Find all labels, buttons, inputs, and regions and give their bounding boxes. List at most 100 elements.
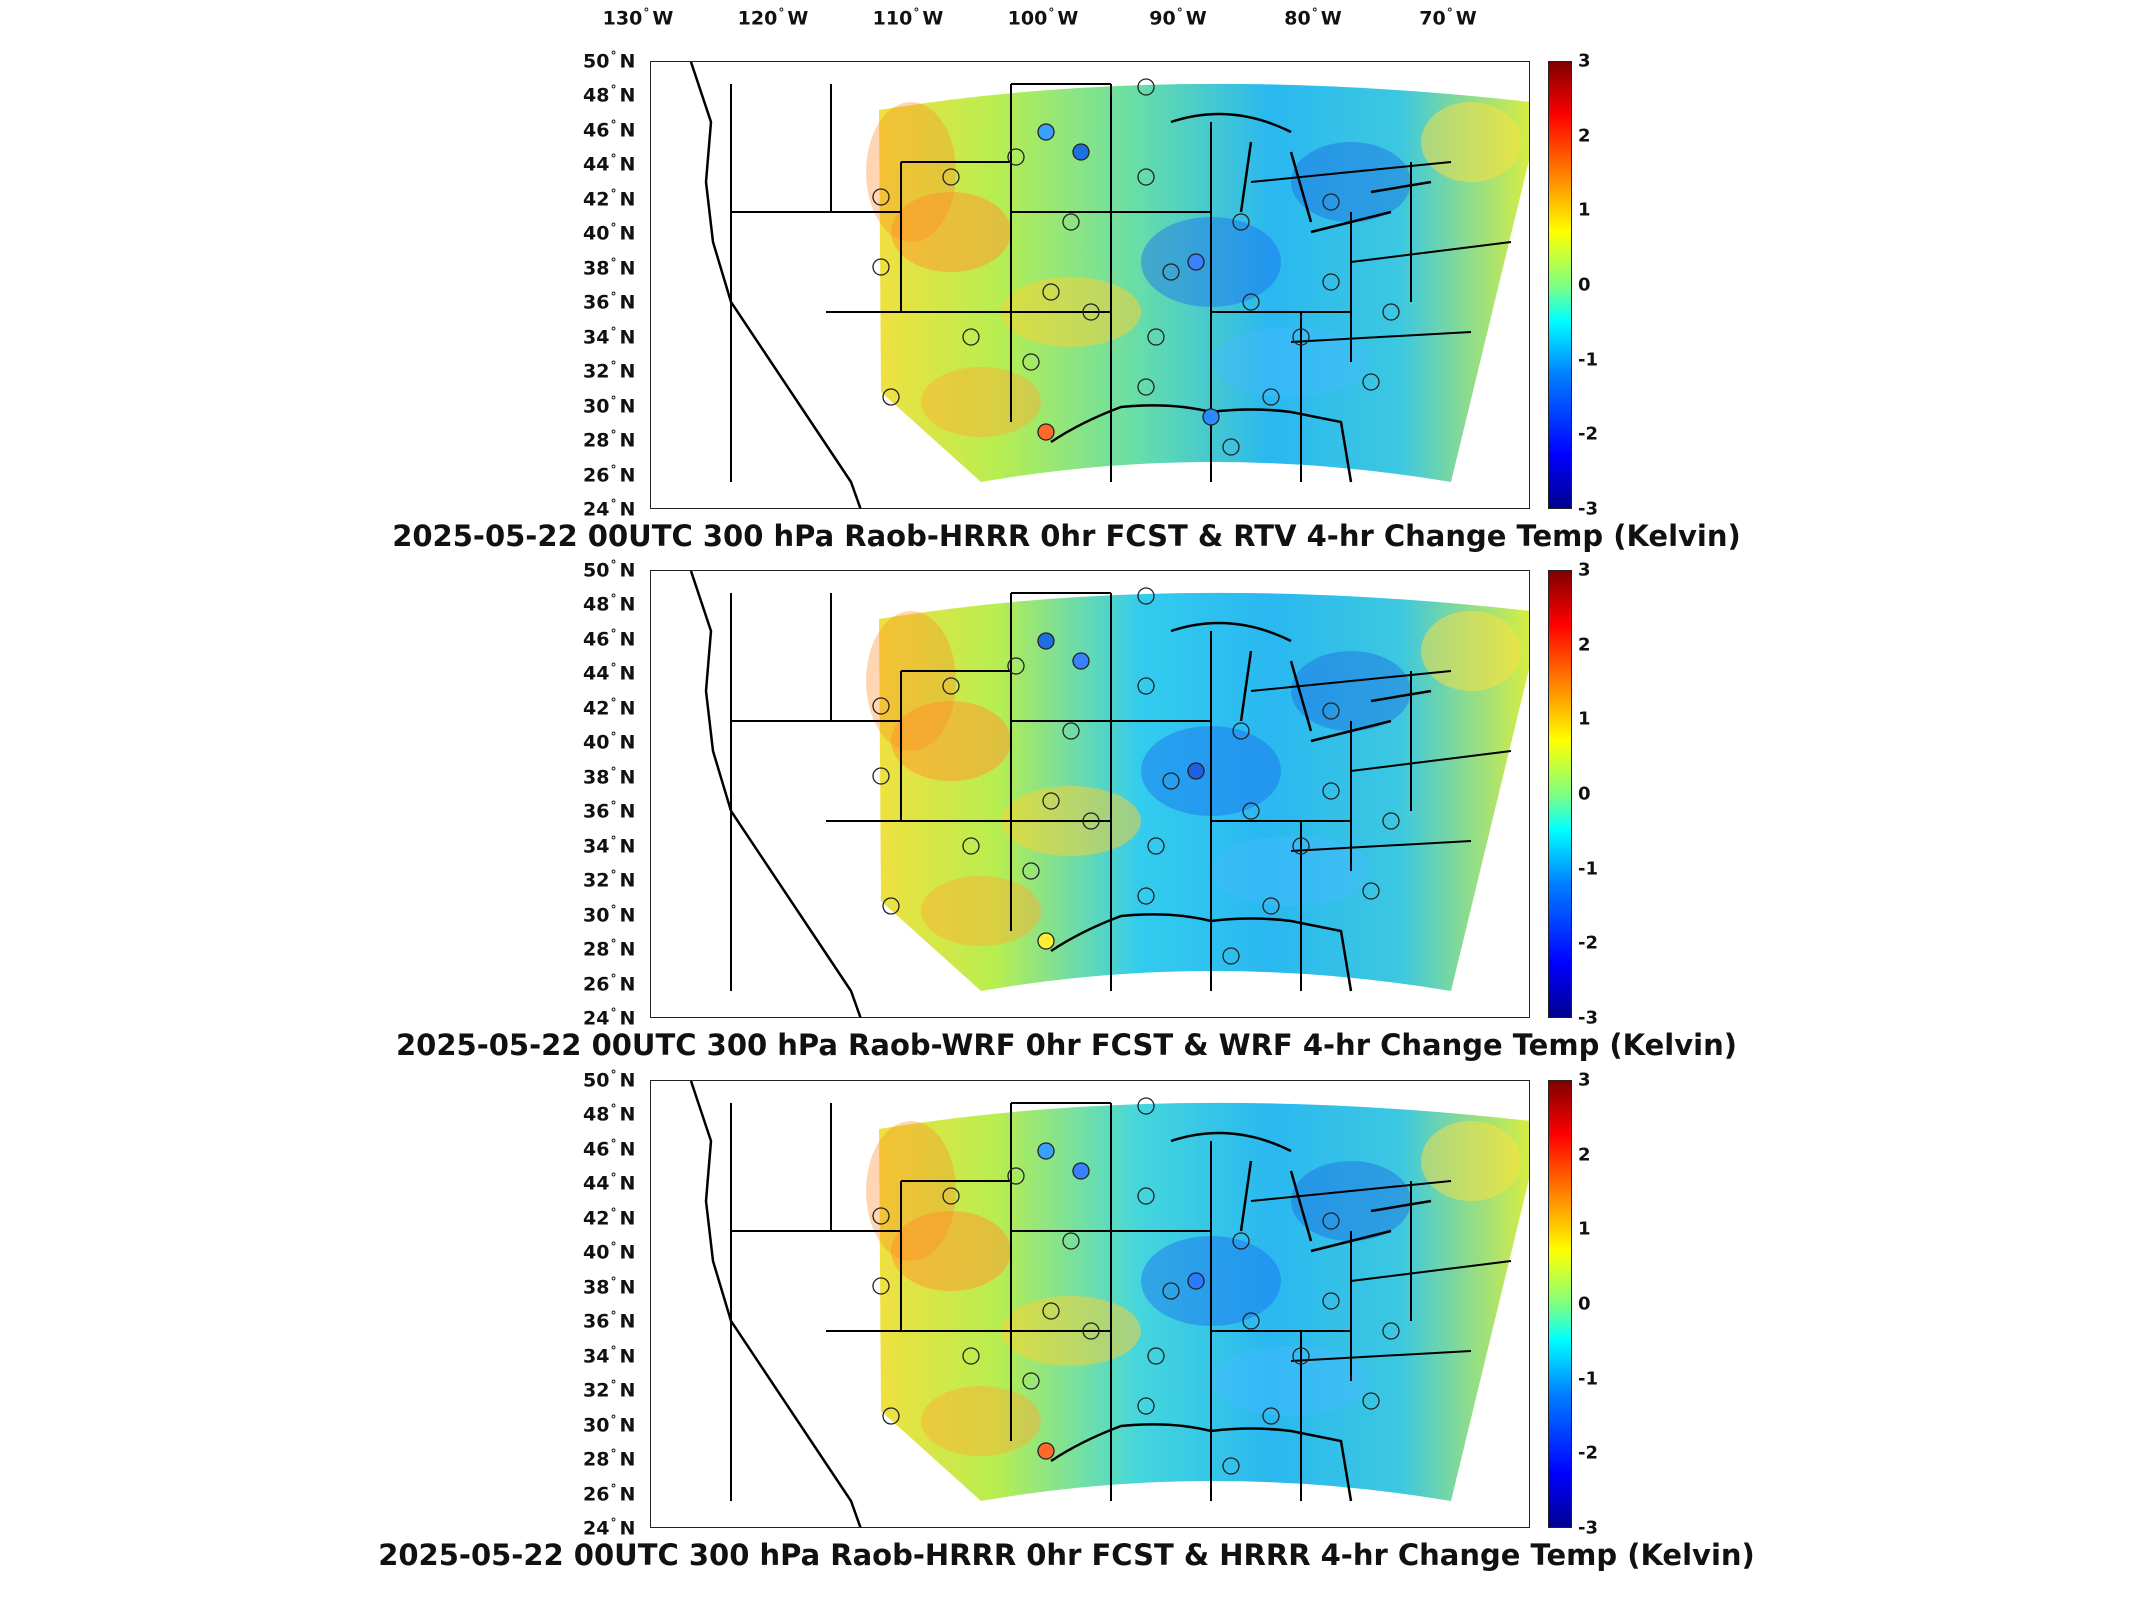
latitude-label: 28° N: [583, 428, 636, 452]
longitude-label: 90° W: [1149, 6, 1207, 30]
longitude-label: 130° W: [602, 6, 674, 30]
lat-hemisphere: N: [619, 291, 636, 314]
colorbar-tick-label: 0: [1578, 1293, 1591, 1315]
lat-hemisphere: N: [619, 1413, 636, 1436]
raob-station-marker: [1137, 378, 1155, 396]
field-anomaly-blob: [891, 1211, 1011, 1291]
raob-station-marker-illinois-area: [1072, 1162, 1090, 1180]
coastline: [689, 1081, 862, 1527]
field-anomaly-blob: [866, 1121, 956, 1261]
raob-station-marker-aberdeen-area: [1037, 632, 1055, 650]
state-boundary: [1350, 750, 1512, 772]
lat-degree-value: 44: [583, 1172, 610, 1195]
lon-degree-value: 80: [1284, 7, 1311, 30]
lat-hemisphere: N: [619, 1517, 636, 1540]
raob-station-marker: [1382, 303, 1400, 321]
latitude-label: 36° N: [583, 799, 636, 823]
latitude-label: 30° N: [583, 393, 636, 417]
lat-degree-value: 32: [583, 360, 610, 383]
lon-degree-value: 110: [872, 7, 913, 30]
field-anomaly-blob: [1211, 1346, 1371, 1416]
raob-station-marker: [1162, 263, 1180, 281]
lat-degree-value: 26: [583, 972, 610, 995]
field-anomaly-blob: [921, 1386, 1041, 1456]
longitude-label: 120° W: [737, 6, 809, 30]
colorbar-tick-label: -2: [1578, 932, 1598, 954]
raob-station-marker: [1292, 1347, 1310, 1365]
raob-station-marker: [872, 697, 890, 715]
raob-station-marker: [1162, 772, 1180, 790]
lat-hemisphere: N: [619, 222, 636, 245]
raob-station-marker: [1042, 283, 1060, 301]
map-canvas: [689, 62, 1529, 508]
colorbar-tick-label: 1: [1578, 1218, 1591, 1240]
state-boundary: [1250, 670, 1452, 692]
lat-degree-value: 34: [583, 1345, 610, 1368]
field-anomaly-blob: [1421, 1121, 1521, 1201]
lat-degree-value: 38: [583, 257, 610, 280]
raob-station-marker: [1232, 1232, 1250, 1250]
lat-hemisphere: N: [619, 1172, 636, 1195]
lat-hemisphere: N: [619, 1007, 636, 1030]
latitude-label: 26° N: [583, 971, 636, 995]
lat-hemisphere: N: [619, 1482, 636, 1505]
raob-station-marker: [872, 258, 890, 276]
lat-hemisphere: N: [619, 869, 636, 892]
latitude-label: 34° N: [583, 324, 636, 349]
raob-station-marker: [1022, 353, 1040, 371]
latitude-label: 46° N: [583, 626, 636, 651]
gulf-coastline: [1050, 404, 1353, 483]
latitude-label: 24° N: [583, 1516, 636, 1540]
state-boundary: [1350, 1260, 1512, 1282]
latitude-label: 28° N: [583, 937, 636, 961]
raob-station-marker: [1062, 1232, 1080, 1250]
raob-station-marker: [1382, 812, 1400, 830]
colorbar: [1548, 570, 1572, 1018]
lat-degree-value: 24: [583, 1007, 610, 1030]
raob-station-marker: [1322, 1292, 1340, 1310]
latitude-label: 32° N: [583, 359, 636, 383]
raob-station-marker: [1162, 1282, 1180, 1300]
latitude-label: 34° N: [583, 833, 636, 858]
raob-station-marker: [1082, 1322, 1100, 1340]
raob-station-marker: [1042, 1302, 1060, 1320]
lat-degree-value: 36: [583, 800, 610, 823]
lat-degree-value: 36: [583, 291, 610, 314]
map-frame: [650, 61, 1530, 509]
colorbar-tick-label: 3: [1578, 559, 1591, 581]
lat-hemisphere: N: [619, 1448, 636, 1471]
lon-degree-value: 120: [737, 7, 778, 30]
longitude-label: 110° W: [872, 6, 944, 30]
raob-station-marker-louisiana-area: [1202, 408, 1220, 426]
lat-degree-value: 48: [583, 593, 610, 616]
latitude-label: 34° N: [583, 1343, 636, 1368]
raob-station-marker: [1022, 862, 1040, 880]
latitude-label: 32° N: [583, 1378, 636, 1402]
field-anomaly-blob: [866, 102, 956, 242]
lon-hemisphere: W: [922, 7, 944, 30]
raob-station-marker: [1022, 1372, 1040, 1390]
colorbar-tick-label: 2: [1578, 634, 1591, 656]
raob-station-marker: [1137, 1097, 1155, 1115]
latitude-label: 48° N: [583, 1102, 636, 1126]
gulf-coastline: [1050, 1423, 1353, 1502]
raob-station-marker: [1322, 782, 1340, 800]
raob-station-marker: [1222, 438, 1240, 456]
lat-hemisphere: N: [619, 498, 636, 521]
lat-degree-value: 24: [583, 498, 610, 521]
lat-hemisphere: N: [619, 429, 636, 452]
colorbar-tick-label: -3: [1578, 1517, 1598, 1539]
raob-station-marker: [962, 328, 980, 346]
raob-station-marker: [1137, 887, 1155, 905]
lat-degree-value: 26: [583, 1482, 610, 1505]
state-boundary: [1290, 840, 1472, 852]
lat-degree-value: 40: [583, 731, 610, 754]
state-boundary: [1250, 1180, 1452, 1202]
lat-hemisphere: N: [619, 559, 636, 582]
latitude-label: 24° N: [583, 1006, 636, 1030]
field-anomaly-blob: [921, 876, 1041, 946]
raob-station-marker: [942, 677, 960, 695]
lon-degree-value: 70: [1419, 7, 1446, 30]
colorbar-tick-label: -1: [1578, 349, 1598, 371]
raob-station-marker: [1322, 1212, 1340, 1230]
